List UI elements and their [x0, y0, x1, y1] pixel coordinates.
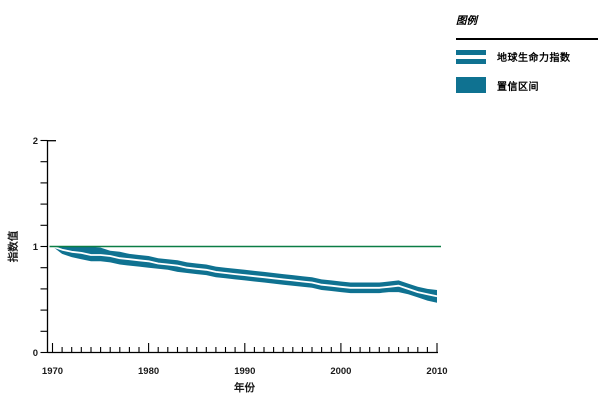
- confidence-band-swatch-icon: [456, 77, 486, 93]
- y-axis: 0 1 2 指数值: [7, 136, 56, 359]
- legend-title: 图例: [456, 13, 598, 40]
- svg-text:0: 0: [33, 348, 38, 359]
- svg-text:2000: 2000: [330, 366, 351, 377]
- legend-item-index-label: 地球生命力指数: [497, 53, 571, 64]
- svg-text:1980: 1980: [138, 366, 159, 377]
- svg-text:2010: 2010: [426, 366, 447, 377]
- legend-item-confidence-label: 置信区间: [497, 81, 539, 93]
- svg-text:1: 1: [33, 242, 39, 253]
- svg-text:1990: 1990: [234, 366, 255, 377]
- legend-panel: 图例 地球生命力指数 置信区间: [456, 13, 598, 93]
- legend-item-index: 地球生命力指数: [456, 49, 598, 64]
- legend-item-confidence: 置信区间: [456, 77, 598, 93]
- x-axis-title: 年份: [234, 381, 255, 394]
- svg-text:1970: 1970: [42, 366, 63, 377]
- x-axis: 1970 1980 1990 2000 2010 年份: [42, 343, 448, 394]
- y-axis-title: 指数值: [7, 230, 20, 262]
- svg-text:2: 2: [33, 136, 38, 147]
- index-line-swatch-icon: [456, 49, 486, 64]
- index-line: [52, 245, 438, 298]
